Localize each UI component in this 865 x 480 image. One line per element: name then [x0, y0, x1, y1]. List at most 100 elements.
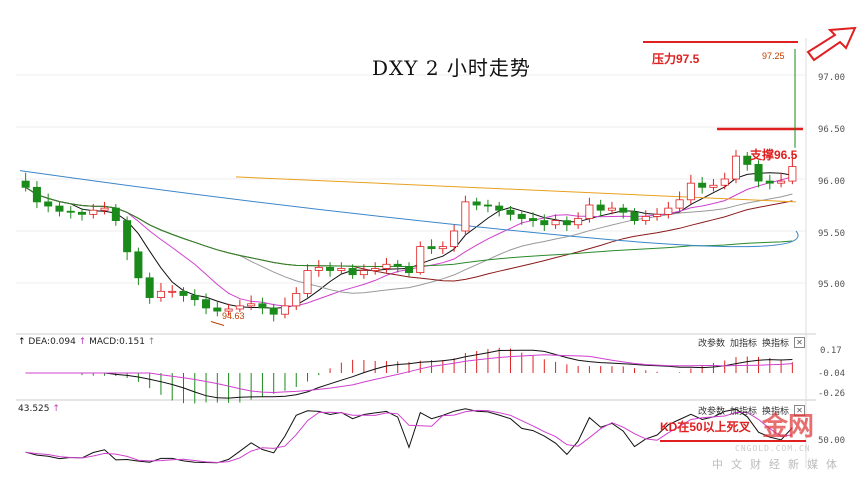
- kd-d-line: [25, 409, 793, 464]
- candle-body: [472, 201, 481, 206]
- candle-body: [675, 199, 684, 209]
- candle-body: [145, 277, 154, 298]
- candle-body: [461, 201, 470, 232]
- candle-body: [777, 180, 786, 184]
- candle-body: [698, 182, 707, 188]
- candle-body: [686, 182, 695, 201]
- candle-body: [168, 290, 177, 293]
- candle-body: [258, 303, 267, 309]
- candle-body: [562, 220, 571, 226]
- candle-body: [765, 180, 774, 184]
- low-marker: [210, 321, 225, 326]
- candle-body: [731, 155, 740, 180]
- arrow-up-icon: ↑: [18, 337, 26, 347]
- kd-k-line: [25, 408, 793, 464]
- candle-body: [517, 213, 526, 219]
- up-arrow-icon: [806, 26, 857, 62]
- macd-tick: 0.17: [820, 346, 842, 356]
- macd-dif-line: [25, 349, 793, 399]
- candle-body: [89, 209, 98, 215]
- candle-body: [202, 299, 211, 309]
- ma-line-250: [19, 170, 799, 248]
- kd-close-button[interactable]: ✕: [794, 405, 805, 416]
- macd-tick: -0.04: [818, 369, 846, 379]
- watermark-logo: 金网: [762, 412, 815, 442]
- candle-body: [540, 220, 549, 226]
- kd-note-label: KD在50以上死叉: [660, 420, 751, 434]
- candle-body: [179, 290, 188, 296]
- candle-body: [664, 207, 673, 215]
- candle-body: [100, 207, 109, 211]
- y-tick: 95.50: [818, 229, 846, 239]
- candle-body: [653, 213, 662, 217]
- macd-dea-line: [25, 354, 793, 394]
- chart-frame: [16, 38, 816, 468]
- candle-body: [134, 251, 143, 279]
- candle-body: [348, 268, 357, 276]
- candle-body: [709, 184, 718, 188]
- candle-body: [574, 218, 583, 226]
- candle-body: [720, 178, 729, 186]
- watermark-tagline: 中文财经新媒体: [712, 458, 845, 471]
- arrow-up-icon: ↑: [78, 337, 87, 347]
- candle-body: [371, 268, 380, 271]
- ma-line-120: [235, 176, 797, 203]
- kd-value-label: 43.525 ↑: [18, 404, 60, 414]
- y-tick: 95.00: [818, 280, 846, 290]
- candle-body: [585, 204, 594, 219]
- resistance-label: 压力97.5: [652, 52, 700, 66]
- candle-body: [224, 308, 233, 312]
- candle-body: [529, 218, 538, 222]
- candle-body: [495, 205, 504, 211]
- candle-body: [314, 266, 323, 271]
- candle-body: [551, 220, 560, 226]
- candle-body: [788, 166, 797, 182]
- arrow-up-icon: ↑: [147, 337, 156, 347]
- macd-tick: -0.26: [818, 389, 846, 399]
- candle-body: [641, 216, 650, 222]
- kd-switch-indicator-button[interactable]: 换指标: [762, 407, 790, 417]
- y-tick: 96.00: [818, 177, 846, 187]
- candle-body: [303, 270, 312, 294]
- macd-close-button[interactable]: ✕: [794, 337, 805, 348]
- candle-body: [404, 265, 414, 273]
- candle-body: [438, 246, 447, 250]
- candle-body: [280, 305, 289, 315]
- arrow-up-icon: ↑: [52, 404, 60, 414]
- candle-body: [32, 186, 41, 203]
- macd-edit-params-button[interactable]: 改参数: [698, 339, 726, 349]
- macd-add-indicator-button[interactable]: 加指标: [730, 339, 758, 349]
- chart-title: DXY 2 小时走势: [372, 56, 531, 80]
- low-value-label: 94.63: [222, 311, 245, 321]
- macd-switch-indicator-button[interactable]: 换指标: [762, 339, 790, 349]
- candle-body: [506, 209, 515, 215]
- candle-body: [630, 211, 639, 221]
- candle-body: [247, 303, 256, 307]
- candle-body: [416, 246, 425, 274]
- support-label: 支撑96.5: [750, 148, 798, 162]
- y-tick: 96.50: [818, 125, 846, 135]
- candle-body: [607, 207, 616, 211]
- candle-body: [427, 246, 436, 250]
- y-tick: 97.00: [818, 73, 846, 83]
- candle-body: [123, 220, 132, 253]
- high-value-label: 97.25: [762, 51, 785, 61]
- candle-body: [326, 266, 335, 271]
- candle-body: [21, 180, 30, 188]
- candle-body: [337, 268, 346, 271]
- kd-add-indicator-button[interactable]: 加指标: [730, 407, 758, 417]
- candle-body: [743, 155, 752, 165]
- candle-body: [235, 305, 244, 310]
- candle-body: [619, 207, 628, 213]
- candle-body: [190, 295, 199, 301]
- kd-edit-params-button[interactable]: 改参数: [698, 407, 726, 417]
- kd-tick: 50.00: [818, 436, 846, 446]
- dea-label: ↑ DEA:0.094 ↑ MACD:0.151 ↑: [18, 337, 156, 347]
- candle-body: [66, 210, 75, 213]
- candle-body: [269, 307, 278, 315]
- candle-body: [754, 164, 763, 182]
- candle-body: [483, 204, 492, 207]
- candle-body: [393, 263, 402, 267]
- watermark-url: CNGOLD.COM.CN: [735, 444, 811, 453]
